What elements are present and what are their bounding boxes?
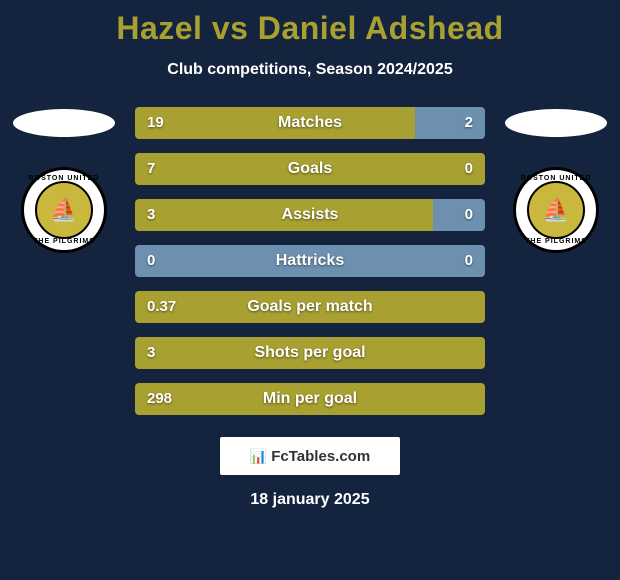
stat-left-value: 7 (147, 153, 155, 185)
stat-row: Assists3 0 (135, 199, 485, 231)
crest-text-top: BOSTON UNITED (29, 175, 100, 182)
left-team-ellipse (13, 109, 115, 137)
stat-left-value: 19 (147, 107, 164, 139)
watermark: 📊 FcTables.com (220, 437, 400, 475)
stat-right-value: 2 (465, 107, 473, 139)
crest-inner: ⛵ (35, 181, 93, 239)
ship-icon: ⛵ (50, 197, 77, 223)
stat-label: Min per goal (135, 383, 485, 415)
right-team-ellipse (505, 109, 607, 137)
right-team-column: BOSTON UNITED ⛵ THE PILGRIMS (496, 107, 616, 253)
stat-left-value: 3 (147, 199, 155, 231)
stats-bars: Matches192Goals70Assists30Hattricks00Goa… (135, 107, 485, 415)
stat-left-value: 0 (147, 245, 155, 277)
crest-text-top: BOSTON UNITED (521, 175, 592, 182)
stat-label: Assists (135, 199, 485, 231)
stat-label: Shots per goal (135, 337, 485, 369)
left-team-crest: BOSTON UNITED ⛵ THE PILGRIMS (21, 167, 107, 253)
stat-label: Goals per match (135, 291, 485, 323)
page-title: Hazel vs Daniel Adshead (0, 0, 620, 47)
crest-text-bot: THE PILGRIMS (525, 238, 587, 245)
date-label: 18 january 2025 (0, 491, 620, 509)
right-team-crest: BOSTON UNITED ⛵ THE PILGRIMS (513, 167, 599, 253)
crest-text-bot: THE PILGRIMS (33, 238, 95, 245)
stat-right-value: 0 (465, 245, 473, 277)
stat-row: Goals per match0.37 (135, 291, 485, 323)
stat-left-value: 298 (147, 383, 172, 415)
left-team-column: BOSTON UNITED ⛵ THE PILGRIMS (4, 107, 124, 253)
stat-right-value: 0 (465, 199, 473, 231)
stat-row: Hattricks0 0 (135, 245, 485, 277)
watermark-text: FcTables.com (271, 448, 370, 465)
stat-row: Goals7 0 (135, 153, 485, 185)
stat-left-value: 0.37 (147, 291, 176, 323)
main-content: BOSTON UNITED ⛵ THE PILGRIMS BOSTON UNIT… (0, 107, 620, 415)
stat-label: Goals (135, 153, 485, 185)
stat-row: Matches19 2 (135, 107, 485, 139)
chart-icon: 📊 (250, 448, 267, 465)
stat-right-value: 0 (465, 153, 473, 185)
stat-row: Shots per goal3 (135, 337, 485, 369)
stat-left-value: 3 (147, 337, 155, 369)
crest-inner: ⛵ (527, 181, 585, 239)
ship-icon: ⛵ (542, 197, 569, 223)
page-subtitle: Club competitions, Season 2024/2025 (0, 61, 620, 79)
stat-label: Matches (135, 107, 485, 139)
stat-row: Min per goal298 (135, 383, 485, 415)
stat-label: Hattricks (135, 245, 485, 277)
